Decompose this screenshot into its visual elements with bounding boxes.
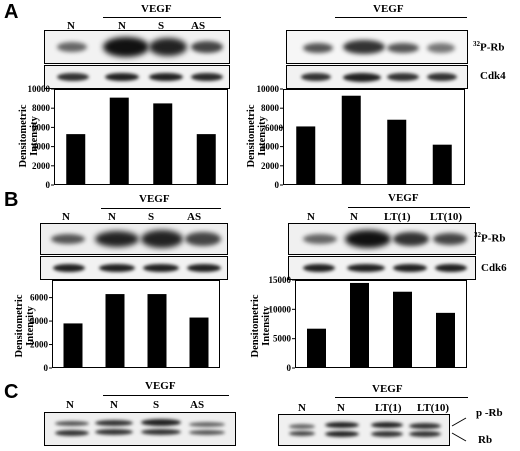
cdk4-label: Cdk4 [480,70,506,82]
rb32-blot [288,223,476,255]
bar [189,317,209,368]
vegf-bracket-line [335,397,468,398]
rb32-label: 32P-Rb [474,231,506,245]
y-tick-label: 10000 [269,304,292,314]
y-tick-label: 10000 [28,84,51,94]
lane-label: LT(10) [417,402,449,414]
lane-label: LT(1) [384,211,411,223]
bar [63,323,83,368]
lane-label: N [298,402,306,414]
vegf-bracket-line [348,207,470,208]
bar [432,144,452,185]
lane-label: LT(10) [430,211,462,223]
rb32-blot [286,30,468,64]
vegf-label: VEGF [141,3,172,15]
y-tick-label: 10000 [257,84,280,94]
cdk6-blot [40,256,228,280]
band-pointer-lines [451,417,467,442]
y-tick-label: 6000 [32,122,51,132]
y-tick-label: 0 [287,363,292,373]
y-tick-label: 0 [44,363,49,373]
vegf-bracket-line [103,395,229,396]
panel-letter-b: B [4,189,19,211]
bar [109,97,129,185]
lane-label: N [108,211,116,223]
p-rb-label: p -Rb [476,407,503,419]
panel-letter-a: A [4,1,19,23]
rb32-blot [44,30,230,64]
lane-label: N [66,399,74,411]
cdk6-blot [288,256,476,280]
y-tick-label: 4000 [32,142,51,152]
y-tick-label: 15000 [269,275,292,285]
y-tick-label: 4000 [261,142,280,152]
lane-label: N [67,20,75,32]
cdk4-blot [44,65,230,89]
bar [196,134,216,185]
y-tick-label: 8000 [32,103,51,113]
y-tick-label: 2000 [30,340,49,350]
rb-phospho-blot [278,414,450,446]
bar [393,291,412,368]
rb-phospho-blot [44,412,236,446]
rb32-blot [40,223,228,255]
bar [350,282,369,368]
lane-label: N [350,211,358,223]
lane-label: LT(1) [375,402,402,414]
lane-label: N [307,211,315,223]
y-tick-label: 2000 [261,161,280,171]
vegf-label: VEGF [388,192,419,204]
bar [436,312,455,368]
lane-label: S [148,211,155,223]
y-tick-label: 0 [46,180,51,190]
y-tick-label: 0 [275,180,280,190]
bar [387,119,407,185]
bar [66,134,86,185]
y-tick-label: 2000 [32,161,51,171]
y-tick-label: 4000 [30,316,49,326]
lane-label: S [153,399,160,411]
rb-label: Rb [478,434,493,446]
vegf-bracket-line [101,208,221,209]
vegf-bracket-line [335,17,467,18]
y-tick-label: 5000 [273,334,292,344]
vegf-label: VEGF [139,193,170,205]
stray-tick-text: 6000 [265,123,283,133]
y-tick-label: 6000 [30,293,49,303]
vegf-label: VEGF [372,383,403,395]
bar [147,294,167,368]
lane-label: N [110,399,118,411]
lane-label: AS [191,20,206,32]
cdk4-blot [286,65,468,89]
lane-label: AS [187,211,202,223]
bar [307,328,326,368]
vegf-label: VEGF [373,3,404,15]
bar [105,294,125,368]
lane-label: N [62,211,70,223]
lane-label: N [337,402,345,414]
vegf-label: VEGF [145,380,176,392]
lane-label: N [118,20,126,32]
y-tick-label: 8000 [261,103,280,113]
bar [153,103,173,185]
rb32-label: 32P-Rb [473,40,505,54]
lane-label: S [158,20,165,32]
bar [296,126,316,185]
vegf-bracket-line [103,17,221,18]
panel-letter-c: C [4,381,19,403]
bar [341,95,361,185]
lane-label: AS [190,399,205,411]
cdk6-label: Cdk6 [481,262,507,274]
